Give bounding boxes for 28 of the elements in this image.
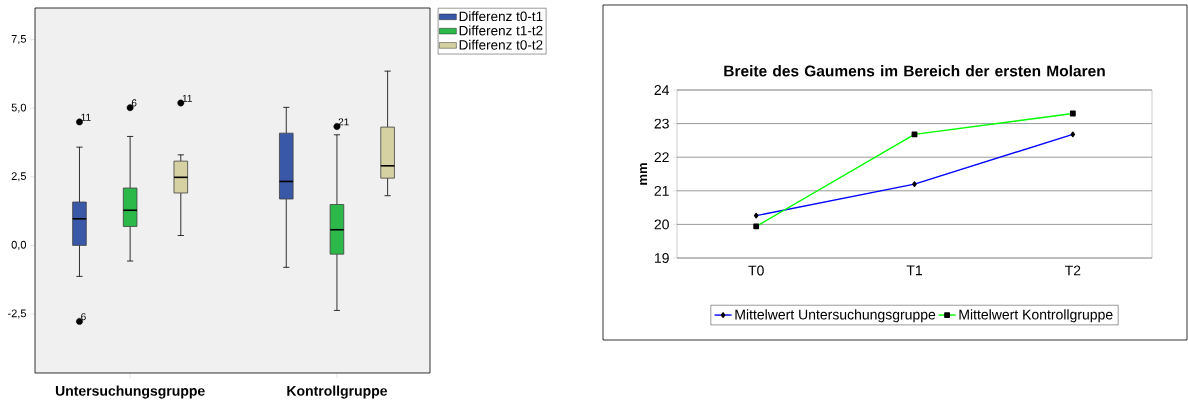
chart-title: Breite des Gaumens im Bereich der ersten Molaren [724, 65, 1105, 77]
legend-label: Differenz t0-t1 [459, 11, 543, 22]
annotation: 11 [81, 113, 91, 121]
y-tick-label: 24 [654, 85, 670, 95]
x-tick-label: Kontrollgruppe [287, 385, 388, 399]
legend-label: Differenz t1-t2 [459, 25, 543, 36]
y-tick-label: 20 [654, 219, 669, 230]
x-tick-label: T1 [906, 265, 922, 276]
x-tick-label: T2 [1064, 265, 1081, 276]
y-tick-label: 22 [654, 152, 669, 163]
annotation: 21 [338, 118, 349, 126]
y-tick-label: 5,0 [11, 103, 27, 113]
y-tick-label: 0,0 [11, 240, 27, 250]
legend-label: Mittelwert Untersuchungsgruppe [735, 309, 936, 323]
annotation: 6 [81, 313, 86, 321]
annotation: 6 [131, 99, 137, 107]
y-tick-label: -2,5 [8, 309, 26, 319]
y-tick-label: 19 [654, 253, 669, 263]
legend-label: Differenz t0-t2 [459, 39, 543, 50]
y-axis-title: mm [640, 163, 648, 185]
y-tick-label: 23 [654, 118, 669, 129]
y-tick-label: 7,5 [11, 35, 26, 45]
x-tick-label: T0 [748, 265, 764, 276]
x-tick-label: Untersuchungsgruppe [55, 385, 205, 399]
legend-label: Mittelwert Kontrollgruppe [959, 309, 1113, 323]
y-tick-label: 21 [654, 185, 669, 196]
annotation: 11 [182, 94, 192, 102]
y-tick-label: 2,5 [11, 172, 26, 182]
